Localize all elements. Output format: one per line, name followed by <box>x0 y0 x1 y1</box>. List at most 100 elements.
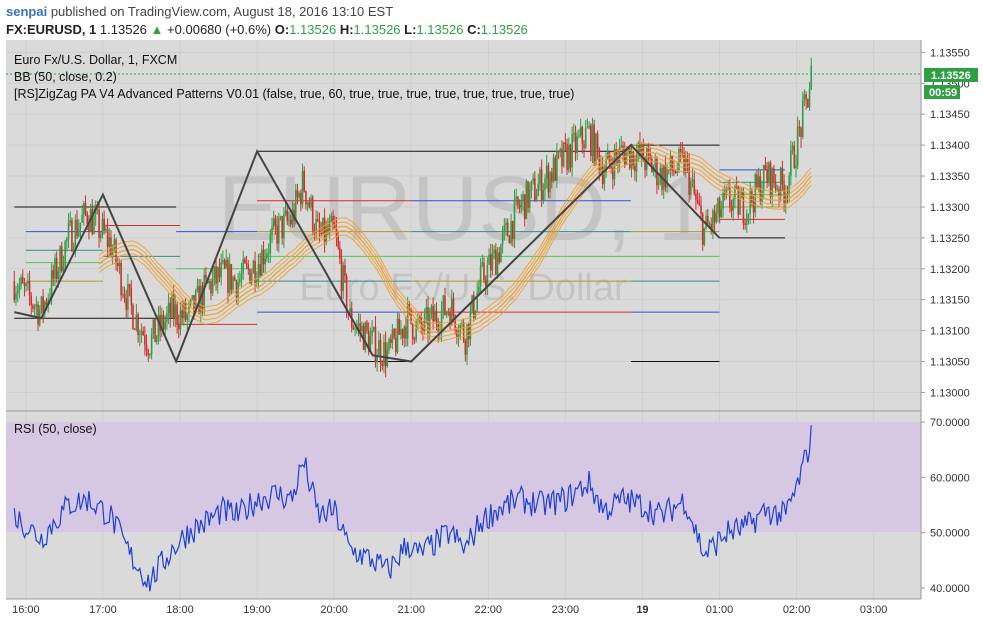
candle-body <box>189 299 192 305</box>
candle-body <box>518 205 521 208</box>
candle-body <box>135 314 138 330</box>
candle-body <box>591 124 594 157</box>
candle-body <box>440 310 443 332</box>
candle-body <box>376 354 378 363</box>
candle-body <box>583 144 585 149</box>
candle-body <box>149 354 151 356</box>
candle-body <box>83 203 85 215</box>
candle-body <box>739 197 741 215</box>
candle-body <box>537 184 540 197</box>
time-tick-label: 20:00 <box>320 604 348 616</box>
candle-body <box>766 170 768 183</box>
candle-body <box>410 307 412 324</box>
candle-body <box>622 145 624 151</box>
candle-body <box>730 206 733 211</box>
candle-body <box>205 274 207 279</box>
candle-body <box>161 314 163 331</box>
price-axis[interactable]: 1.135501.135001.134501.134001.133501.133… <box>921 47 970 399</box>
legend-title[interactable]: Euro Fx/U.S. Dollar, 1, FXCM <box>14 53 178 67</box>
close-value: 1.13526 <box>480 22 528 37</box>
candle-body <box>527 181 529 208</box>
candle-body <box>698 201 701 206</box>
candle-body <box>498 252 501 263</box>
candle-body <box>566 144 568 171</box>
candle-body <box>345 276 348 314</box>
candle-body <box>732 199 735 211</box>
candle-body <box>283 214 285 239</box>
candle-body <box>534 178 536 202</box>
candle-body <box>745 213 748 225</box>
candle-body <box>391 329 394 343</box>
candle-body <box>216 267 219 284</box>
candle-body <box>42 296 44 313</box>
candle-body <box>84 203 87 214</box>
candle-body <box>491 253 494 271</box>
candle-body <box>522 194 524 202</box>
candle-body <box>317 218 319 221</box>
candle-body <box>152 319 155 335</box>
candle-body <box>130 287 133 305</box>
candle-body <box>615 149 618 157</box>
candle-body <box>713 210 716 223</box>
candle-body <box>686 157 689 163</box>
candle-body <box>512 221 514 239</box>
price-tick-label: 1.13300 <box>930 202 970 214</box>
candle-body <box>649 152 651 159</box>
candle-body <box>123 294 126 299</box>
candle-body <box>122 294 124 296</box>
candle-body <box>679 148 682 152</box>
candle-body <box>96 209 99 211</box>
candle-body <box>379 340 382 364</box>
candle-body <box>557 151 560 153</box>
candle-body <box>239 278 241 283</box>
candle-body <box>688 162 690 195</box>
candle-body <box>276 225 278 244</box>
candle-body <box>605 159 607 175</box>
legend-bb[interactable]: BB (50, close, 0.2) <box>14 70 117 84</box>
candle-body <box>774 182 777 190</box>
candle-body <box>771 168 774 197</box>
candle-body <box>588 125 590 128</box>
candle-body <box>271 226 273 235</box>
candle-body <box>13 281 16 300</box>
candle-body <box>247 264 250 270</box>
rsi-axis[interactable]: 70.0000 60.0000 50.0000 40.0000 <box>921 417 970 595</box>
candle-body <box>116 263 119 266</box>
candle-body <box>401 329 404 339</box>
candle-body <box>44 301 46 313</box>
candle-body <box>705 215 707 228</box>
author-link[interactable]: senpai <box>6 4 48 19</box>
candle-body <box>23 283 26 286</box>
candle-body <box>366 322 368 331</box>
bb-line <box>98 155 812 338</box>
countdown-tag <box>924 85 960 99</box>
candle-body <box>167 302 170 314</box>
candle-body <box>598 149 601 172</box>
candle-body <box>281 216 283 239</box>
candle-body <box>740 192 743 198</box>
candle-body <box>378 340 380 355</box>
candle-body <box>227 259 229 293</box>
candle-body <box>759 176 762 203</box>
candle-body <box>342 265 345 291</box>
legend-zigzag[interactable]: [RS]ZigZag PA V4 Advanced Patterns V0.01… <box>14 87 575 101</box>
candle-body <box>352 327 355 330</box>
candle-body <box>715 213 718 223</box>
chart-canvas[interactable]: EURUSD, 1 Euro Fx/U.S. Dollar 1.13550 1.1… <box>0 40 983 624</box>
candle-body <box>228 264 231 293</box>
candle-body <box>300 192 302 205</box>
legend-rsi[interactable]: RSI (50, close) <box>14 422 97 436</box>
candle-body <box>712 210 714 229</box>
candle-body <box>305 191 307 205</box>
candle-body <box>357 323 360 326</box>
candle-body <box>569 144 572 168</box>
candle-body <box>805 94 807 99</box>
time-axis[interactable]: 16:00 17:00 18:00 19:00 20:00 21:00 22:00 23:00… <box>12 604 887 616</box>
price-tick-label: 1.13450 <box>930 109 970 121</box>
candle-body <box>30 295 33 306</box>
candle-body <box>40 296 43 310</box>
candle-body <box>449 311 451 325</box>
candle-body <box>415 321 417 340</box>
candle-body <box>737 186 740 215</box>
high-value: 1.13526 <box>353 22 401 37</box>
